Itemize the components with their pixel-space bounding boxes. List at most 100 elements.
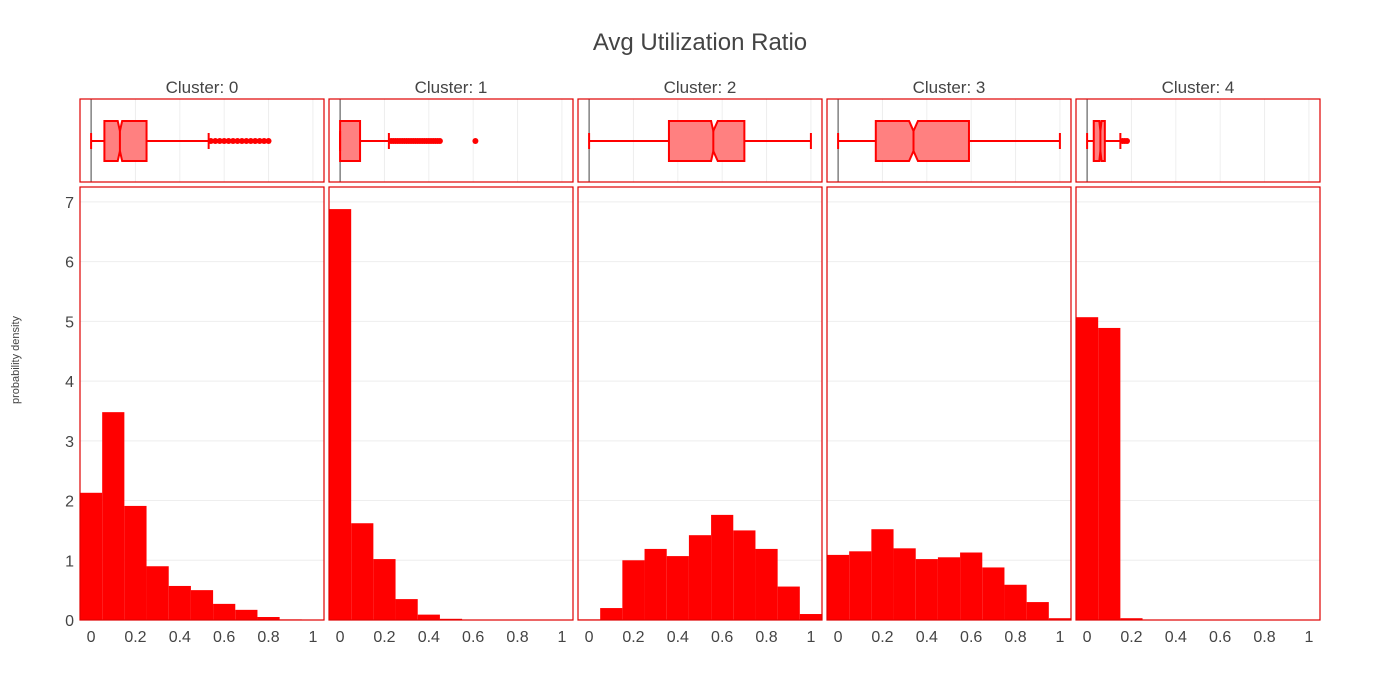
box-outlier-point bbox=[436, 138, 443, 144]
box-plot-border bbox=[577, 98, 823, 183]
x-tick-label: 0.2 bbox=[871, 629, 893, 646]
box-plot-border bbox=[328, 98, 574, 183]
histogram-bar bbox=[733, 530, 756, 620]
x-tick-label: 0.8 bbox=[257, 629, 279, 646]
x-tick-label: 0.6 bbox=[711, 629, 733, 646]
x-tick-label: 0.6 bbox=[1209, 629, 1231, 646]
x-tick-label: 0.4 bbox=[418, 629, 440, 646]
box-outlier-point bbox=[256, 138, 263, 144]
y-tick-label: 3 bbox=[65, 434, 74, 451]
histogram-bar bbox=[80, 492, 103, 620]
box-outlier-point bbox=[243, 138, 250, 144]
box-outlier-point bbox=[265, 138, 272, 144]
x-tick-label: 0.2 bbox=[124, 629, 146, 646]
histogram-bar bbox=[124, 505, 147, 620]
panel-title: Cluster: 1 bbox=[415, 78, 488, 97]
histogram-bar bbox=[1048, 618, 1071, 620]
box-outlier-point bbox=[252, 138, 259, 144]
y-tick-label: 6 bbox=[65, 255, 74, 272]
histogram-border bbox=[328, 186, 574, 621]
x-tick-label: 0.4 bbox=[169, 629, 191, 646]
histogram-bar bbox=[146, 566, 169, 620]
histogram-bar bbox=[960, 552, 983, 620]
x-tick-label: 1 bbox=[806, 629, 815, 646]
x-tick-label: 0.8 bbox=[1004, 629, 1026, 646]
histogram-bar bbox=[190, 590, 214, 620]
box-body bbox=[667, 120, 746, 162]
y-axis-label: probability density bbox=[10, 315, 22, 404]
histogram-bar bbox=[937, 557, 961, 620]
panel-title: Cluster: 0 bbox=[166, 78, 239, 97]
box-outlier-point bbox=[261, 138, 268, 144]
x-tick-label: 0.8 bbox=[1253, 629, 1275, 646]
x-tick-label: 0.6 bbox=[462, 629, 484, 646]
histogram-bar bbox=[711, 514, 734, 620]
histogram-bar bbox=[168, 585, 191, 620]
histogram-bar bbox=[755, 548, 778, 620]
panel-cluster-4: Cluster: 4 0 0.2 0.4 0.6 0.8 1 bbox=[1075, 78, 1321, 646]
y-tick-label: 2 bbox=[65, 494, 74, 511]
box-outlier-point bbox=[234, 138, 241, 144]
panel-cluster-2: Cluster: 2 0 0.2 0.4 0.6 0.8 1 bbox=[577, 78, 823, 646]
histogram-bar bbox=[849, 551, 872, 620]
box-outlier-point bbox=[207, 138, 214, 144]
box-outlier-point bbox=[216, 138, 223, 144]
histogram-bar bbox=[871, 529, 894, 620]
histogram-bar bbox=[351, 523, 374, 620]
histogram-bar bbox=[827, 554, 850, 620]
box-outlier-point bbox=[221, 138, 228, 144]
x-tick-label: 0.4 bbox=[667, 629, 689, 646]
x-tick-label: 0.6 bbox=[213, 629, 235, 646]
histogram-bar bbox=[600, 608, 623, 620]
box-body bbox=[1092, 120, 1106, 162]
box-outlier-point bbox=[472, 138, 479, 144]
histogram-bar bbox=[235, 609, 258, 620]
histogram-bar bbox=[1026, 602, 1049, 620]
box-body bbox=[103, 120, 148, 162]
panel-title: Cluster: 4 bbox=[1162, 78, 1235, 97]
panel-cluster-1: Cluster: 1 0 0.2 0.4 0.6 0.8 1 bbox=[328, 78, 574, 646]
histogram-bar bbox=[622, 560, 645, 620]
box-plot-border bbox=[826, 98, 1072, 183]
box-outlier-point bbox=[247, 138, 254, 144]
histogram-bar bbox=[688, 535, 712, 620]
histogram-bar bbox=[893, 548, 916, 620]
x-tick-label: 1 bbox=[1304, 629, 1313, 646]
x-tick-label: 0.4 bbox=[916, 629, 938, 646]
chart-title: Avg Utilization Ratio bbox=[593, 29, 807, 56]
histogram-bar bbox=[373, 559, 396, 620]
y-tick-label: 0 bbox=[65, 613, 74, 630]
x-tick-label: 1 bbox=[557, 629, 566, 646]
box-outlier-point bbox=[238, 138, 245, 144]
x-tick-label: 0 bbox=[585, 629, 594, 646]
x-tick-label: 0.8 bbox=[506, 629, 528, 646]
histogram-bar bbox=[329, 209, 352, 620]
x-tick-label: 0.8 bbox=[755, 629, 777, 646]
histogram-bar bbox=[915, 559, 938, 620]
histogram-bar bbox=[102, 412, 125, 620]
histogram-bar bbox=[666, 556, 689, 620]
box-body bbox=[874, 120, 970, 162]
histogram-bar bbox=[777, 586, 800, 620]
histogram-border bbox=[1075, 186, 1321, 621]
histogram-bar bbox=[982, 567, 1005, 620]
x-tick-label: 1 bbox=[308, 629, 317, 646]
histogram-border bbox=[79, 186, 325, 621]
histogram-bar bbox=[1120, 618, 1143, 620]
y-tick-label: 1 bbox=[65, 553, 74, 570]
box-outlier-point bbox=[225, 138, 232, 144]
box-outlier-point bbox=[1124, 138, 1131, 144]
panel-title: Cluster: 3 bbox=[913, 78, 986, 97]
x-tick-label: 0.2 bbox=[622, 629, 644, 646]
histogram-bar bbox=[799, 614, 822, 620]
x-tick-label: 1 bbox=[1055, 629, 1064, 646]
histogram-bar bbox=[395, 599, 418, 620]
x-tick-label: 0 bbox=[834, 629, 843, 646]
x-tick-label: 0 bbox=[87, 629, 96, 646]
histogram-border bbox=[577, 186, 823, 621]
x-tick-label: 0.2 bbox=[1120, 629, 1142, 646]
box-outlier-point bbox=[230, 138, 237, 144]
